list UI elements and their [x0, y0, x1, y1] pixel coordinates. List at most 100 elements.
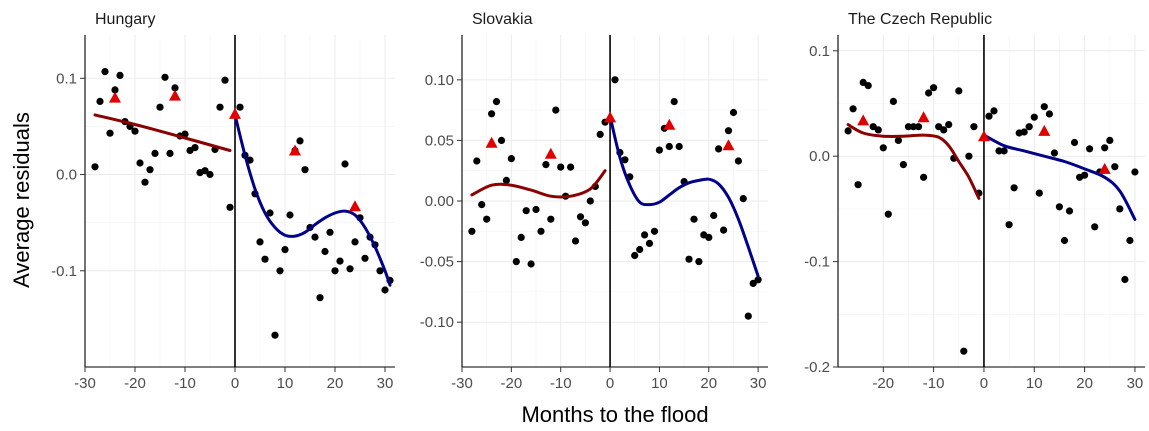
data-point [376, 267, 384, 275]
data-point [136, 159, 144, 167]
x-tick-label: 10 [277, 375, 294, 392]
data-point [1010, 184, 1018, 192]
y-tick-label: 0.1 [56, 70, 77, 87]
pre-flood-fit-line [470, 169, 607, 199]
data-point [537, 227, 545, 235]
data-point [970, 123, 978, 131]
data-point [1086, 145, 1094, 153]
data-point [596, 130, 604, 138]
data-point [226, 203, 234, 211]
data-point [925, 89, 933, 97]
x-tick-label: 20 [700, 375, 717, 392]
data-point [381, 286, 389, 294]
data-point [844, 127, 852, 135]
triangle-marker [485, 136, 498, 148]
data-point [321, 247, 329, 256]
data-point [695, 258, 703, 266]
data-point [724, 127, 733, 135]
data-point [1025, 123, 1033, 131]
y-tick-label: 0.10 [425, 72, 454, 89]
data-point [914, 123, 923, 131]
data-point [1055, 203, 1063, 211]
data-point [331, 267, 339, 275]
data-point [1121, 275, 1129, 284]
data-point [286, 211, 294, 219]
x-tick-label: -20 [501, 375, 523, 392]
data-point [874, 126, 882, 134]
triangle-marker [289, 144, 301, 156]
data-point [909, 123, 918, 131]
data-point [492, 98, 501, 106]
data-point [502, 176, 510, 184]
data-point [930, 84, 938, 92]
data-point [473, 157, 481, 165]
data-point [899, 161, 908, 169]
data-point [351, 238, 359, 246]
y-tick-label: 0.1 [809, 43, 830, 60]
data-point [276, 267, 284, 275]
data-point [522, 207, 530, 215]
data-point [849, 105, 857, 113]
data-point [655, 146, 664, 154]
x-tick-label: 0 [980, 375, 988, 392]
data-point [1030, 113, 1038, 121]
data-point [1020, 128, 1028, 136]
data-point [336, 257, 344, 265]
data-point [141, 178, 149, 186]
triangle-marker [349, 200, 361, 212]
data-point [1070, 138, 1079, 147]
data-point [690, 215, 698, 223]
data-point [191, 144, 199, 152]
data-point [894, 136, 903, 144]
data-point [111, 86, 119, 94]
data-point [854, 181, 862, 189]
data-point [146, 166, 154, 174]
data-point [586, 197, 594, 205]
data-point [904, 123, 913, 131]
data-point [645, 239, 654, 247]
data-point [266, 209, 274, 217]
data-point [675, 142, 683, 151]
data-point [1111, 163, 1119, 171]
pre-flood-fit-line [93, 113, 232, 152]
data-point [271, 331, 279, 339]
data-point [478, 201, 486, 209]
data-point [296, 137, 304, 145]
data-point [685, 255, 693, 263]
data-point [990, 107, 998, 115]
data-point [116, 71, 124, 79]
data-point [889, 97, 898, 105]
data-point [236, 103, 244, 111]
pre-flood-fit-line [846, 123, 981, 200]
y-tick-label: -0.2 [804, 359, 830, 376]
data-point [181, 130, 189, 138]
data-point [171, 84, 179, 92]
x-tick-label: 10 [1026, 375, 1043, 392]
panel-title: Hungary [95, 11, 155, 28]
data-point [1040, 103, 1048, 111]
post-flood-fit-line [233, 113, 392, 287]
data-point [884, 210, 892, 218]
x-tick-label: 30 [1127, 375, 1144, 392]
data-point [1045, 110, 1053, 118]
panel-2: -30 -20 -10 0 10 20 30 -0.10 -0.05 0.00 0.05 0.10 Sl… [420, 11, 768, 392]
data-point [581, 219, 590, 227]
post-flood-fit-line [982, 133, 1137, 221]
data-point [705, 233, 713, 241]
triangle-marker [917, 111, 930, 123]
y-tick-label: 0.05 [425, 132, 454, 149]
data-point [96, 97, 104, 105]
data-point [361, 254, 369, 262]
data-point [542, 161, 550, 169]
x-axis-title: Months to the flood [521, 402, 708, 427]
x-tick-label: 30 [377, 375, 394, 392]
triangle-marker [663, 118, 676, 130]
data-point [527, 260, 535, 268]
data-point [201, 167, 209, 175]
x-tick-label: 0 [231, 375, 239, 392]
data-point [611, 76, 619, 84]
data-point [557, 163, 565, 171]
x-tick-label: -20 [124, 375, 146, 392]
data-point [636, 245, 644, 254]
data-point [641, 231, 649, 239]
